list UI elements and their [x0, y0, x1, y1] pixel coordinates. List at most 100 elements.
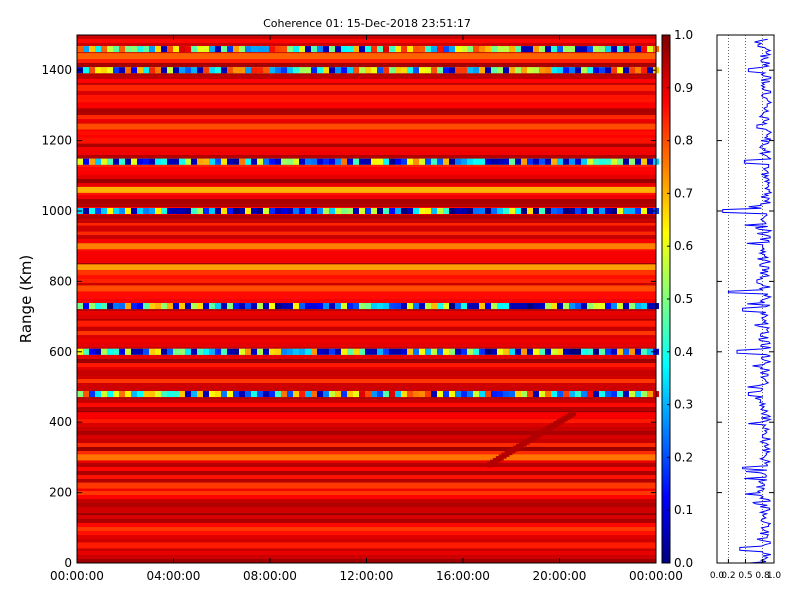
- band-cell: [611, 46, 617, 53]
- band-cell: [311, 46, 317, 53]
- band-cell: [323, 303, 329, 310]
- band-cell: [401, 348, 407, 355]
- band-cell: [143, 208, 149, 214]
- band-cell: [215, 67, 221, 74]
- band-cell: [377, 158, 383, 165]
- band-cell: [269, 67, 275, 74]
- band-cell: [215, 391, 221, 398]
- band-cell: [155, 391, 161, 398]
- band-cell: [371, 208, 377, 214]
- band-cell: [599, 348, 605, 355]
- trail-cell: [516, 443, 522, 450]
- band-cell: [221, 158, 227, 165]
- band-cell: [251, 46, 257, 53]
- heatmap-band: [77, 412, 656, 419]
- band-cell: [101, 348, 107, 355]
- band-cell: [401, 67, 407, 74]
- band-cell: [329, 208, 335, 214]
- colorbar-tick-label: 0.5: [674, 292, 693, 306]
- band-cell: [407, 158, 413, 165]
- band-cell: [173, 303, 179, 310]
- band-cell: [191, 303, 197, 310]
- band-cell: [161, 348, 167, 355]
- band-cell: [257, 303, 263, 310]
- band-cell: [95, 303, 101, 310]
- heatmap-row: [77, 315, 656, 319]
- band-cell: [101, 67, 107, 74]
- band-cell: [149, 391, 155, 398]
- band-cell: [209, 391, 215, 398]
- band-cell: [311, 348, 317, 355]
- heatmap-row: [77, 99, 656, 103]
- band-cell: [419, 67, 425, 74]
- band-cell: [143, 158, 149, 165]
- band-cell: [629, 208, 635, 214]
- band-cell: [173, 391, 179, 398]
- band-cell: [167, 67, 173, 74]
- band-cell: [485, 348, 491, 355]
- coherence-profile-plot: 0.00.2 0.5 0.81.0: [710, 34, 781, 581]
- band-cell: [551, 46, 557, 53]
- band-cell: [77, 46, 83, 53]
- heatmap-row: [77, 519, 656, 523]
- band-cell: [443, 348, 449, 355]
- heatmap-bands: [77, 46, 659, 549]
- band-cell: [491, 158, 497, 165]
- band-cell: [407, 391, 413, 398]
- trail-cell: [553, 420, 559, 427]
- band-cell: [113, 158, 119, 165]
- band-cell: [503, 348, 509, 355]
- band-base: [77, 137, 656, 144]
- band-cell: [371, 303, 377, 310]
- band-cell: [389, 303, 395, 310]
- band-cell: [227, 348, 233, 355]
- band-cell: [569, 46, 575, 53]
- band-cell: [305, 348, 311, 355]
- band-cell: [431, 67, 437, 74]
- band-cell: [521, 67, 527, 74]
- band-cell: [383, 348, 389, 355]
- heatmap-row: [77, 79, 656, 83]
- band-cell: [101, 46, 107, 53]
- heatmap-row: [77, 475, 656, 479]
- band-cell: [233, 303, 239, 310]
- band-cell: [257, 158, 263, 165]
- band-cell: [161, 46, 167, 53]
- band-cell: [587, 208, 593, 214]
- band-cell: [473, 158, 479, 165]
- band-cell: [623, 46, 629, 53]
- heatmap-row: [77, 191, 656, 195]
- band-cell: [533, 46, 539, 53]
- band-cell: [263, 158, 269, 165]
- heatmap-row: [77, 383, 656, 387]
- band-cell: [143, 348, 149, 355]
- band-cell: [281, 158, 287, 165]
- x-tick-label: 12:00:00: [340, 569, 394, 583]
- y-tick-label: 1400: [41, 63, 72, 77]
- heatmap-band: [77, 391, 659, 398]
- band-cell: [383, 303, 389, 310]
- band-cell: [575, 348, 581, 355]
- heatmap-row: [77, 363, 656, 367]
- heatmap-band: [77, 264, 656, 271]
- band-cell: [587, 158, 593, 165]
- band-cell: [581, 158, 587, 165]
- band-cell: [359, 391, 365, 398]
- band-cell: [191, 46, 197, 53]
- trail-cell: [507, 449, 513, 456]
- band-cell: [335, 303, 341, 310]
- band-cell: [413, 391, 419, 398]
- band-cell: [425, 46, 431, 53]
- band-cell: [419, 303, 425, 310]
- band-cell: [155, 67, 161, 74]
- profile-y-axis: [717, 69, 774, 564]
- band-cell: [275, 67, 281, 74]
- band-cell: [581, 303, 587, 310]
- band-cell: [215, 303, 221, 310]
- band-cell: [557, 67, 563, 74]
- heatmap-row: [77, 387, 656, 391]
- band-cell: [509, 208, 515, 214]
- band-cell: [215, 46, 221, 53]
- band-cell: [629, 391, 635, 398]
- band-cell: [311, 67, 317, 74]
